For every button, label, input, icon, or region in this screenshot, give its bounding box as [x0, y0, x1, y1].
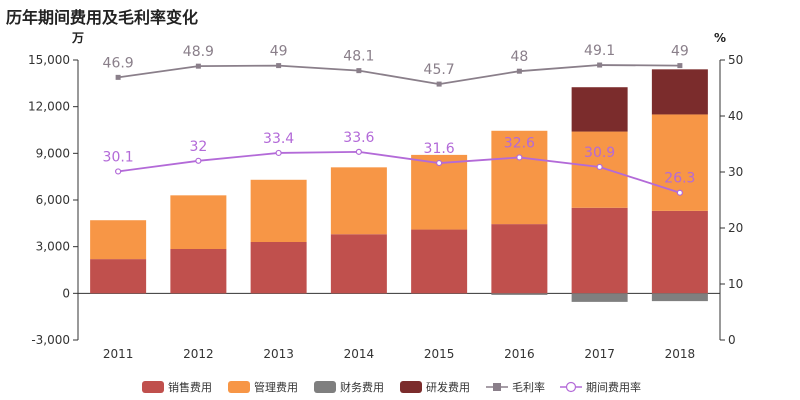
data-label-毛利率: 48.9: [183, 44, 214, 60]
point-期间费用率: [516, 154, 523, 161]
data-label-毛利率: 49.1: [584, 43, 615, 59]
left-tick-label: 12,000: [28, 100, 70, 114]
bar-销售费用: [571, 207, 628, 294]
bar-财务费用: [651, 293, 708, 302]
bar-销售费用: [250, 242, 307, 294]
point-毛利率: [195, 63, 201, 69]
chart-title: 历年期间费用及毛利率变化: [6, 8, 199, 27]
bar-管理费用: [411, 154, 468, 230]
point-毛利率: [436, 81, 442, 87]
point-毛利率: [356, 68, 362, 74]
data-label-期间费用率: 33.6: [343, 130, 374, 146]
left-tick-label: 3,000: [36, 240, 70, 254]
bar-财务费用: [571, 293, 628, 302]
right-tick-label: 40: [728, 109, 743, 123]
left-tick-label: 6,000: [36, 193, 70, 207]
x-tick-label: 2012: [183, 347, 214, 361]
data-label-毛利率: 48.1: [343, 49, 374, 65]
data-label-毛利率: 46.9: [103, 55, 134, 71]
right-tick-label: 50: [728, 53, 743, 67]
x-tick-label: 2014: [344, 347, 375, 361]
legend-label-期间费用率: 期间费用率: [586, 380, 641, 394]
bar-销售费用: [170, 249, 227, 294]
legend-label-研发费用: 研发费用: [426, 380, 470, 394]
data-label-毛利率: 49: [671, 44, 689, 60]
point-期间费用率: [355, 148, 362, 155]
left-tick-label: 0: [62, 286, 70, 300]
bar-管理费用: [651, 114, 708, 211]
left-axis-unit: 万: [71, 31, 84, 45]
line-期间费用率: [118, 150, 681, 194]
x-tick-label: 2015: [424, 347, 455, 361]
legend-swatch-研发费用: [400, 381, 422, 393]
data-label-毛利率: 45.7: [424, 62, 455, 78]
data-label-期间费用率: 32: [189, 139, 207, 155]
data-label-毛利率: 48: [510, 49, 528, 65]
left-tick-label: 15,000: [28, 53, 70, 67]
legend-label-财务费用: 财务费用: [340, 380, 384, 394]
x-tick-label: 2013: [263, 347, 294, 361]
point-期间费用率: [676, 189, 683, 196]
bar-管理费用: [170, 195, 227, 249]
point-期间费用率: [596, 163, 603, 171]
bar-销售费用: [411, 229, 468, 294]
legend-marker-期间费用率: [565, 381, 577, 393]
line-毛利率: [118, 64, 680, 85]
data-label-期间费用率: 30.1: [103, 149, 134, 165]
left-tick-label: 9,000: [36, 146, 70, 160]
point-毛利率: [276, 63, 282, 69]
legend-label-管理费用: 管理费用: [254, 380, 298, 394]
legend-label-销售费用: 销售费用: [168, 380, 212, 394]
right-tick-label: 30: [728, 165, 743, 179]
bar-管理费用: [250, 179, 307, 242]
legend-marker-毛利率: [493, 383, 501, 391]
bar-管理费用: [491, 130, 548, 225]
point-毛利率: [516, 68, 522, 74]
data-label-期间费用率: 32.6: [504, 135, 535, 151]
bar-研发费用: [651, 69, 708, 115]
data-label-期间费用率: 33.4: [263, 131, 294, 147]
point-期间费用率: [436, 159, 443, 167]
data-label-毛利率: 49: [270, 44, 288, 60]
x-tick-label: 2016: [504, 347, 535, 361]
bar-管理费用: [330, 167, 387, 235]
right-tick-label: 20: [728, 221, 743, 235]
right-tick-label: 0: [728, 333, 736, 347]
point-毛利率: [597, 62, 603, 68]
x-tick-label: 2018: [665, 347, 696, 361]
point-期间费用率: [195, 157, 202, 164]
left-tick-label: -3,000: [31, 333, 70, 347]
bar-研发费用: [571, 87, 628, 132]
right-axis-unit: %: [714, 31, 726, 45]
right-tick-label: 10: [728, 277, 743, 291]
x-tick-label: 2011: [103, 347, 134, 361]
point-毛利率: [115, 74, 121, 80]
legend-swatch-销售费用: [142, 381, 164, 393]
bar-销售费用: [90, 259, 147, 294]
point-毛利率: [677, 63, 683, 69]
point-期间费用率: [275, 149, 282, 157]
bar-管理费用: [90, 220, 147, 260]
data-label-期间费用率: 26.3: [664, 171, 695, 187]
legend-swatch-管理费用: [228, 381, 250, 393]
x-tick-label: 2017: [584, 347, 615, 361]
data-label-期间费用率: 31.6: [424, 141, 455, 157]
bar-销售费用: [651, 210, 708, 294]
legend-swatch-财务费用: [314, 381, 336, 393]
bar-销售费用: [330, 234, 387, 294]
point-期间费用率: [115, 168, 122, 175]
data-label-期间费用率: 30.9: [584, 145, 615, 161]
bar-财务费用: [491, 293, 548, 295]
bar-销售费用: [491, 224, 548, 294]
legend-label-毛利率: 毛利率: [512, 380, 545, 394]
